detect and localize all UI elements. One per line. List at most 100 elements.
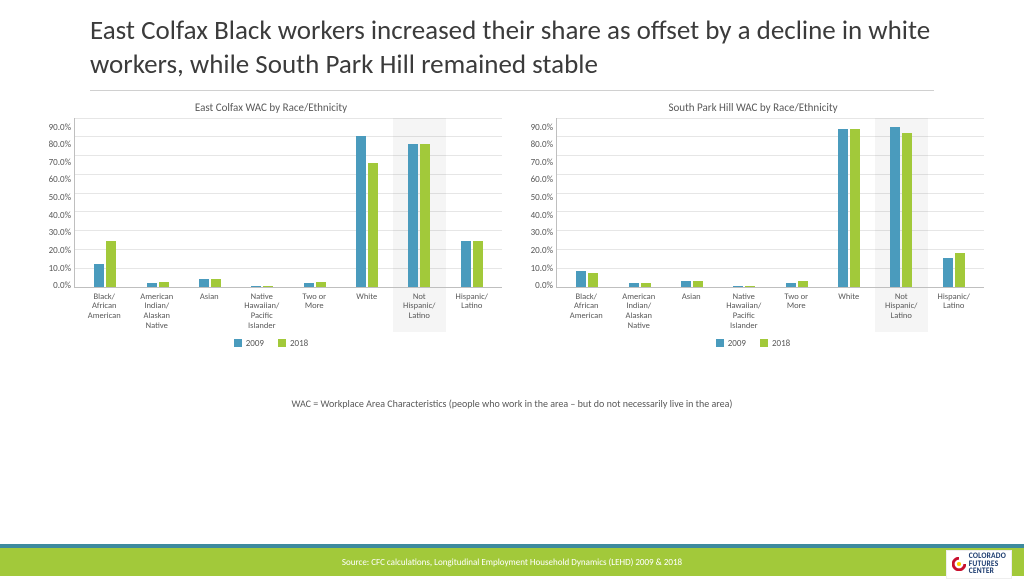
y-tick-label: 20.0% (40, 245, 71, 256)
y-tick-label: 40.0% (522, 210, 553, 221)
logo-text-3: CENTER (969, 568, 1006, 576)
bar-2018 (420, 144, 430, 287)
footer: Source: CFC calculations, Longitudinal E… (0, 544, 1024, 576)
bar-2009 (576, 271, 586, 286)
y-tick-label: 80.0% (522, 139, 553, 150)
y-tick-label: 10.0% (40, 263, 71, 274)
x-tick-label: NativeHawaiian/PacificIslander (718, 288, 771, 332)
chart-panel-0: East Colfax WAC by Race/Ethnicity90.0%80… (40, 101, 502, 349)
category-group (131, 118, 183, 287)
legend-swatch (716, 339, 724, 347)
y-tick-label: 20.0% (522, 245, 553, 256)
footer-stripe-green: Source: CFC calculations, Longitudinal E… (0, 548, 1024, 576)
bar-2009 (838, 129, 848, 287)
bar-2018 (902, 133, 912, 287)
x-tick-label: Black/AfricanAmerican (560, 288, 613, 332)
bar-2018 (798, 281, 808, 287)
legend-label: 2009 (728, 338, 746, 349)
plot-area (556, 118, 984, 288)
category-group (718, 118, 770, 287)
y-axis: 90.0%80.0%70.0%60.0%50.0%40.0%30.0%20.0%… (40, 118, 74, 288)
legend-swatch (760, 339, 768, 347)
x-tick-label: White (341, 288, 394, 332)
category-group (561, 118, 613, 287)
x-tick-label: AmericanIndian/AlaskanNative (613, 288, 666, 332)
bar-2009 (147, 283, 157, 287)
title-divider (90, 90, 934, 91)
bar-2018 (263, 286, 273, 287)
logo-colorado-futures: COLORADO FUTURES CENTER (946, 550, 1012, 579)
category-group (393, 118, 445, 287)
y-tick-label: 70.0% (522, 157, 553, 168)
category-group (875, 118, 927, 287)
legend-label: 2009 (246, 338, 264, 349)
y-tick-label: 60.0% (40, 174, 71, 185)
bar-2009 (786, 283, 796, 287)
x-tick-label: White (823, 288, 876, 332)
legend-label: 2018 (290, 338, 308, 349)
legend-item: 2018 (278, 338, 308, 349)
x-tick-label: AmericanIndian/AlaskanNative (131, 288, 184, 332)
bar-2009 (408, 144, 418, 287)
y-tick-label: 60.0% (522, 174, 553, 185)
x-tick-label: Two orMore (288, 288, 341, 332)
y-tick-label: 30.0% (522, 227, 553, 238)
category-group (446, 118, 498, 287)
page-title: East Colfax Black workers increased thei… (0, 0, 1024, 90)
y-tick-label: 50.0% (40, 192, 71, 203)
footnote-text: WAC = Workplace Area Characteristics (pe… (0, 397, 1024, 410)
chart-title: South Park Hill WAC by Race/Ethnicity (522, 101, 984, 114)
y-tick-label: 10.0% (522, 263, 553, 274)
y-tick-label: 70.0% (40, 157, 71, 168)
x-tick-label: Black/AfricanAmerican (78, 288, 131, 332)
legend-swatch (234, 339, 242, 347)
x-tick-label: Asian (183, 288, 236, 332)
y-tick-label: 40.0% (40, 210, 71, 221)
x-tick-label: Hispanic/Latino (446, 288, 499, 332)
bar-2009 (356, 136, 366, 286)
category-group (184, 118, 236, 287)
bar-2009 (304, 283, 314, 287)
legend-swatch (278, 339, 286, 347)
category-group (823, 118, 875, 287)
bar-2018 (641, 283, 651, 287)
bar-2018 (211, 279, 221, 287)
bar-2018 (745, 286, 755, 287)
category-group (289, 118, 341, 287)
bar-2018 (588, 273, 598, 286)
bar-2018 (473, 241, 483, 286)
plot-area (74, 118, 502, 288)
chart-panel-1: South Park Hill WAC by Race/Ethnicity 90.… (522, 101, 984, 349)
y-tick-label: 50.0% (522, 192, 553, 203)
y-tick-label: 90.0% (522, 122, 553, 133)
y-axis: 90.0% 80.0% 70.0% 60.0% 50.0% 40.0% 30.0% 20.0%… (522, 118, 556, 288)
x-axis: Black/AfricanAmericanAmericanIndian/Alas… (556, 288, 984, 332)
y-tick-label: 80.0% (40, 139, 71, 150)
bar-2009 (251, 286, 261, 287)
bar-2018 (368, 163, 378, 287)
x-tick-label: NotHispanic/Latino (393, 288, 446, 332)
bar-2009 (199, 279, 209, 287)
category-group (236, 118, 288, 287)
y-tick-label: 0.0% (40, 280, 71, 291)
y-tick-label: 30.0% (40, 227, 71, 238)
category-group (666, 118, 718, 287)
bar-2009 (461, 241, 471, 286)
x-tick-label: NativeHawaiian/PacificIslander (236, 288, 289, 332)
legend-item: 2009 (234, 338, 264, 349)
x-tick-label: Two orMore (770, 288, 823, 332)
bar-2009 (629, 283, 639, 287)
category-group (613, 118, 665, 287)
x-tick-label: NotHispanic/Latino (875, 288, 928, 332)
logo-c-icon (952, 557, 966, 571)
x-tick-label: Asian (665, 288, 718, 332)
bar-2018 (955, 253, 965, 287)
bar-2009 (943, 258, 953, 286)
bar-2009 (733, 286, 743, 287)
charts-container: East Colfax WAC by Race/Ethnicity90.0%80… (0, 101, 1024, 349)
bar-2018 (106, 241, 116, 286)
y-tick-label: 0.0% (522, 280, 553, 291)
bar-2009 (681, 281, 691, 287)
bar-2018 (850, 129, 860, 287)
bar-2009 (890, 127, 900, 287)
